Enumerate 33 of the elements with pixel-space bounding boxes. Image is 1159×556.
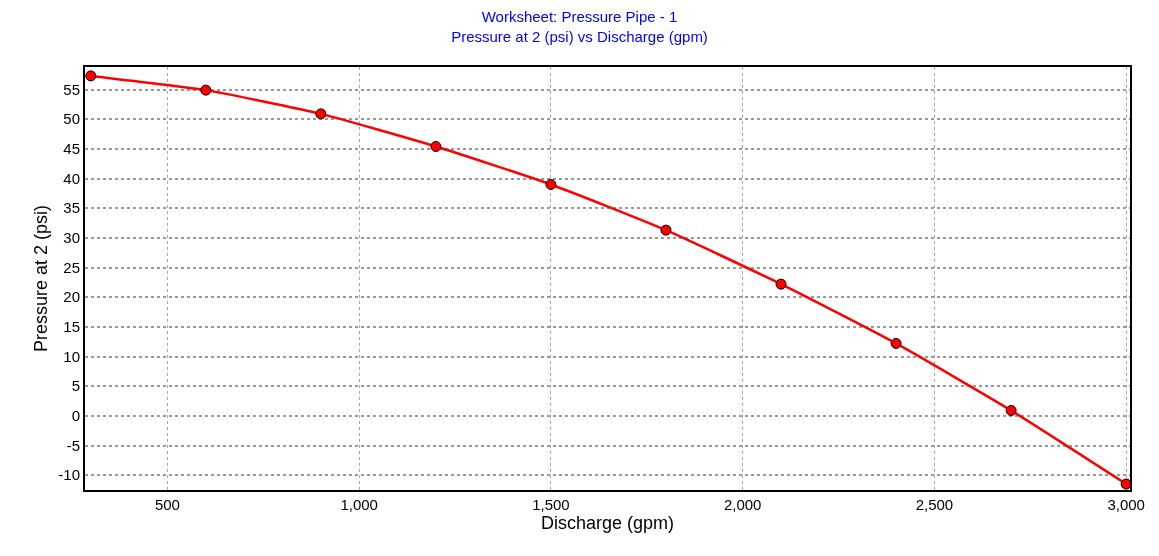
point [890, 337, 902, 349]
x-tick-label: 2,000 [723, 496, 762, 513]
y-tick-label: 10 [63, 347, 80, 365]
chart-subtitle: Pressure at 2 (psi) vs Discharge (gpm) [451, 27, 708, 45]
x-tick-label: 500 [154, 496, 180, 513]
y-tick-label: 45 [63, 140, 80, 158]
y-tick-label: 55 [63, 80, 80, 98]
y-tick-label: 35 [63, 199, 80, 217]
y-tick-label: 40 [63, 169, 80, 187]
x-tick-label: 1,500 [532, 496, 570, 513]
y-tick-label: -10 [58, 466, 80, 484]
point [430, 141, 442, 152]
y-tick-label: 0 [71, 407, 80, 425]
x-axis-title: Discharge (gpm) [540, 513, 675, 533]
x-tick-label: 2,500 [915, 496, 954, 513]
point [85, 70, 97, 82]
x-tick-label: 3,000 [1107, 496, 1145, 513]
point [660, 224, 672, 236]
y-tick-label: 25 [63, 258, 80, 276]
point [200, 84, 212, 96]
y-axis-title: Pressure at 2 (psi) [31, 204, 52, 353]
y-tick-label: 30 [63, 229, 80, 247]
x-tick-label: 1,000 [340, 496, 378, 513]
y-tick-label: 5 [71, 377, 80, 395]
point [1005, 405, 1017, 416]
point [775, 278, 787, 290]
point [315, 108, 327, 120]
y-tick-label: 15 [63, 318, 80, 336]
point [545, 178, 557, 190]
chart-title: Worksheet: Pressure Pipe - 1 [481, 8, 678, 26]
y-tick-label: 20 [63, 288, 80, 306]
y-tick-label: -5 [66, 436, 80, 454]
y-tick-label: 50 [63, 110, 80, 128]
